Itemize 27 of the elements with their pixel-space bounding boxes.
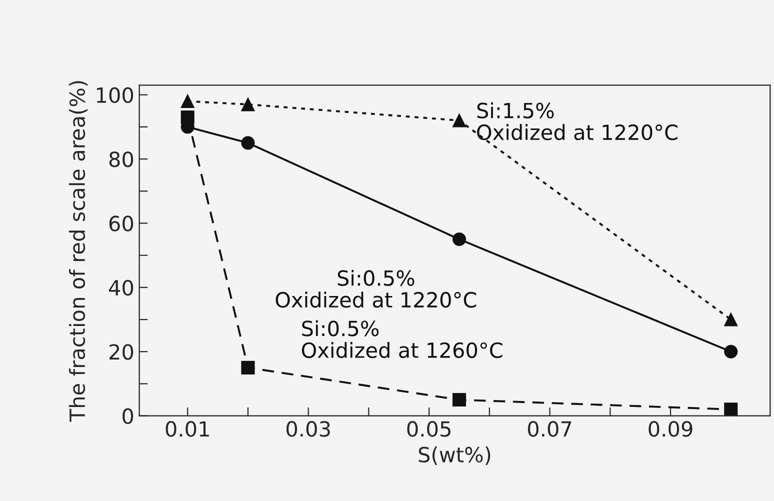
y-tick-label: 20 (109, 344, 134, 360)
series-label: Si:1.5% Oxidized at 1220°C (477, 102, 678, 140)
point (724, 312, 738, 326)
point (241, 136, 255, 150)
point (724, 402, 738, 416)
x-tick-label: 0.01 (166, 421, 209, 437)
point (180, 94, 194, 108)
point (452, 114, 466, 128)
point (180, 110, 194, 124)
x-axis-title: S(wt%) (418, 446, 490, 465)
point (452, 393, 466, 407)
y-axis-title: The fraction of red scale area(%) (68, 81, 88, 422)
series-label: Si:0.5% Oxidized at 1260°C (302, 320, 502, 358)
y-tick-label: 100 (96, 87, 134, 104)
x-tick-label: 0.03 (286, 421, 330, 437)
point (241, 360, 255, 374)
x-tick-label: 0.07 (528, 421, 572, 437)
y-tick-label: 80 (109, 151, 134, 168)
x-tick-label: 0.09 (648, 421, 692, 437)
series-label: Si:0.5% Oxidized at 1220°C (276, 270, 476, 308)
x-tick-label: 0.05 (407, 421, 450, 437)
y-tick-label: 60 (109, 216, 134, 232)
point (241, 98, 255, 112)
point (452, 232, 466, 246)
y-tick-label: 0 (122, 408, 134, 424)
point (724, 344, 738, 358)
y-tick-label: 40 (108, 280, 134, 296)
